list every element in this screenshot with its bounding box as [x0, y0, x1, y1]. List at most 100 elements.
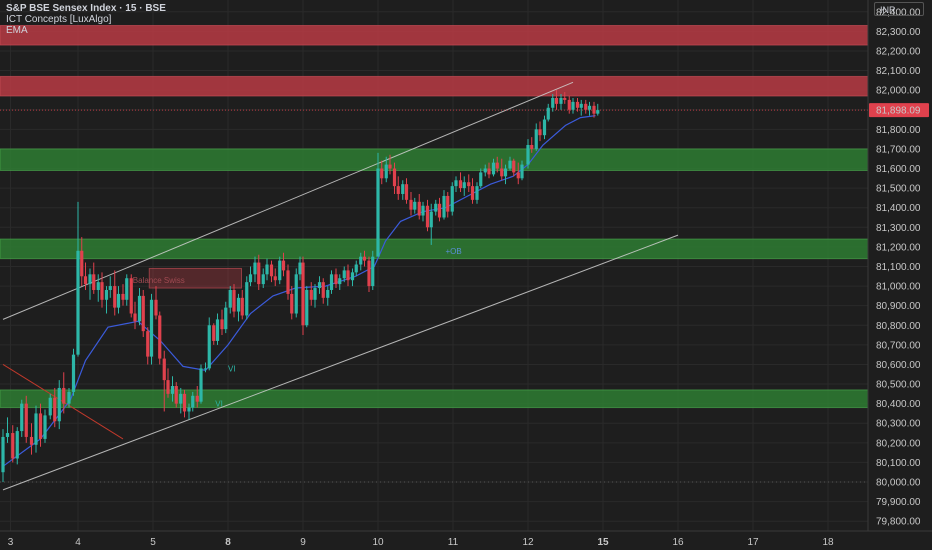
candle — [125, 274, 129, 306]
x-tick-label: 18 — [822, 537, 834, 548]
candle-body — [404, 184, 409, 200]
candle — [166, 368, 170, 398]
candle-body — [329, 274, 334, 290]
candle-body — [104, 289, 109, 300]
candle-body — [199, 368, 203, 402]
candle-body — [421, 205, 425, 216]
candle-body — [62, 387, 66, 404]
candle — [154, 286, 158, 320]
candle — [413, 197, 417, 214]
y-tick-label: 80,200.00 — [876, 438, 921, 449]
candle — [417, 193, 421, 220]
annotation-label: VI — [228, 364, 236, 373]
candle-body — [350, 272, 355, 281]
candle-body — [371, 256, 375, 287]
candle — [376, 152, 380, 257]
candle-body — [166, 380, 170, 394]
candle — [149, 293, 154, 365]
candle — [224, 301, 228, 334]
candle-body — [281, 260, 286, 271]
candle — [587, 101, 592, 116]
y-tick-label: 82,200.00 — [876, 46, 921, 57]
candle-body — [520, 164, 524, 179]
candle — [546, 103, 550, 122]
candle-body — [495, 162, 499, 169]
candle — [551, 94, 555, 112]
x-tick-label: 12 — [522, 537, 534, 548]
candle-body — [76, 250, 80, 355]
candle — [563, 92, 567, 104]
y-tick-label: 79,800.00 — [876, 517, 921, 528]
candle-body — [80, 250, 84, 277]
candle-body — [384, 164, 388, 179]
candle — [350, 268, 355, 287]
candle-body — [359, 256, 363, 265]
candle — [133, 301, 137, 330]
candle-body — [220, 319, 224, 330]
candle — [512, 158, 516, 177]
demand-zone — [0, 238, 869, 260]
candle — [43, 409, 47, 443]
candle — [559, 94, 563, 110]
x-tick-label: 11 — [448, 537, 459, 548]
candle — [470, 178, 475, 204]
candle — [162, 350, 166, 412]
candle-body — [446, 195, 450, 212]
candle-body — [592, 105, 596, 114]
candle — [479, 168, 483, 189]
candle-body — [512, 160, 516, 173]
candle — [450, 182, 454, 216]
candle — [116, 286, 121, 314]
candle-body — [207, 325, 211, 369]
candle — [467, 174, 471, 193]
candle-body — [442, 195, 446, 218]
candle-body — [88, 274, 92, 285]
zone-layer — [0, 24, 869, 409]
candle — [579, 99, 583, 116]
candle-body — [48, 397, 52, 416]
candle-body — [559, 97, 563, 104]
candle-body — [309, 289, 313, 300]
candle — [5, 417, 10, 443]
y-tick-label: 80,300.00 — [876, 419, 921, 430]
candle — [257, 254, 261, 290]
candle — [367, 256, 371, 292]
candle-body — [479, 172, 483, 187]
candle — [592, 101, 596, 118]
currency-badge[interactable]: INR — [874, 2, 924, 16]
indicator-ict-label[interactable]: ICT Concepts [LuxAlgo] — [6, 14, 112, 25]
candle — [309, 282, 313, 306]
candle-body — [571, 101, 575, 110]
candle — [88, 268, 92, 300]
candle — [15, 427, 19, 465]
y-tick-label: 80,600.00 — [876, 360, 921, 371]
y-tick-label: 80,100.00 — [876, 458, 921, 469]
candle — [290, 286, 294, 320]
candle-body — [338, 278, 342, 285]
candle — [495, 156, 499, 173]
candle-body — [483, 168, 487, 173]
candle-body — [158, 315, 162, 359]
candle-body — [546, 107, 550, 120]
symbol-title[interactable]: S&P BSE Sensex Index · 15 · BSE — [6, 3, 166, 14]
candle-body — [1, 436, 5, 473]
candle-body — [563, 97, 567, 100]
candle-body — [530, 144, 534, 149]
candle-body — [298, 262, 302, 275]
candle — [429, 203, 433, 245]
indicator-ema-label[interactable]: EMA — [6, 25, 28, 36]
y-tick-label: 81,800.00 — [876, 125, 921, 136]
candle — [359, 252, 363, 271]
supply-zone — [0, 75, 869, 97]
candle — [236, 293, 241, 322]
candle-body — [29, 436, 34, 445]
candle-layer — [1, 90, 600, 483]
candle-body — [141, 295, 145, 332]
candle-body — [215, 319, 220, 341]
candle — [11, 425, 15, 463]
candle-body — [170, 386, 175, 394]
x-tick-label: 3 — [8, 537, 14, 548]
candle — [421, 201, 425, 222]
candle-body — [429, 211, 433, 228]
